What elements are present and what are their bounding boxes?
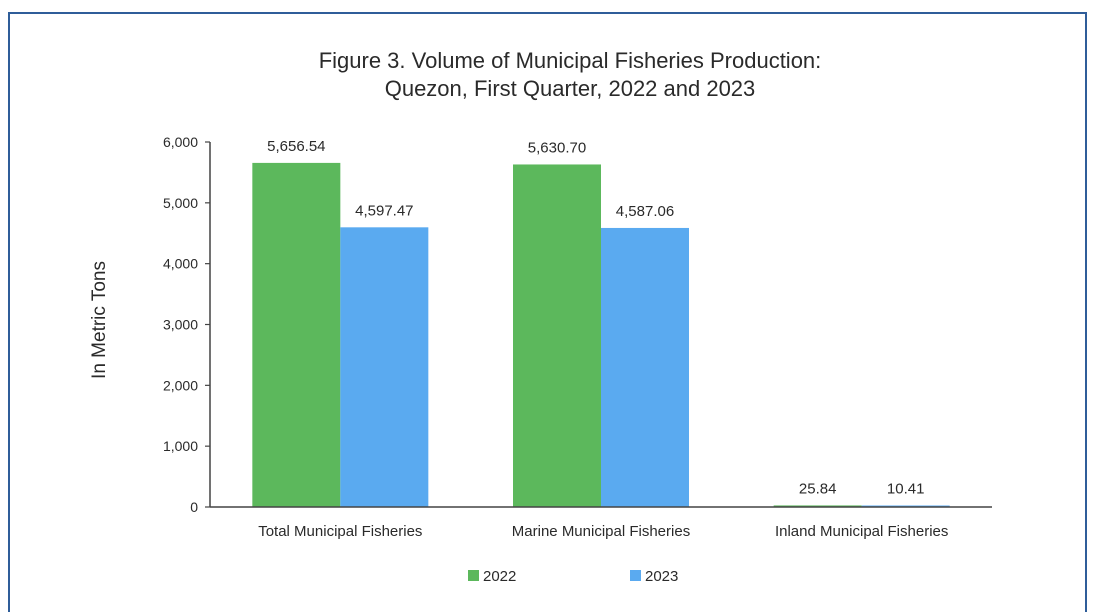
y-tick-label: 3,000 bbox=[163, 317, 198, 333]
y-tick-label: 1,000 bbox=[163, 438, 198, 454]
y-axis-label: In Metric Tons bbox=[89, 261, 110, 379]
bar-2023-0 bbox=[340, 227, 429, 508]
y-axis-ticks: 0 1,000 2,000 3,000 4,000 5,000 6,000 bbox=[163, 134, 210, 515]
legend-swatch bbox=[468, 570, 479, 581]
data-label: 10.41 bbox=[887, 481, 925, 498]
data-label: 5,630.70 bbox=[528, 139, 586, 156]
bar-2022-2 bbox=[773, 505, 862, 507]
bar-2022-1 bbox=[513, 164, 601, 507]
y-tick-label: 0 bbox=[190, 499, 198, 515]
legend-label: 2023 bbox=[645, 568, 678, 585]
y-tick-label: 5,000 bbox=[163, 195, 198, 211]
legend-label: 2022 bbox=[483, 568, 516, 585]
legend-swatch bbox=[630, 570, 641, 581]
y-tick-label: 6,000 bbox=[163, 134, 198, 150]
bar-chart: Figure 3. Volume of Municipal Fisheries … bbox=[89, 48, 992, 585]
x-category-label: Marine Municipal Fisheries bbox=[512, 523, 690, 540]
bar-2022-0 bbox=[252, 162, 341, 508]
x-category-label: Inland Municipal Fisheries bbox=[775, 523, 948, 540]
data-label: 5,656.54 bbox=[267, 138, 325, 155]
y-tick-label: 2,000 bbox=[163, 377, 198, 393]
bar-2023-1 bbox=[601, 227, 689, 507]
legend: 2022 2023 bbox=[468, 568, 678, 585]
data-label: 25.84 bbox=[799, 480, 837, 497]
x-axis-categories: Total Municipal Fisheries Marine Municipa… bbox=[258, 523, 948, 540]
data-labels: 5,656.54 4,597.47 5,630.70 4,587.06 25.84 10.… bbox=[267, 138, 924, 498]
y-tick-label: 4,000 bbox=[163, 256, 198, 272]
data-label: 4,587.06 bbox=[616, 203, 674, 220]
chart-title: Figure 3. Volume of Municipal Fisheries … bbox=[319, 48, 822, 73]
data-label: 4,597.47 bbox=[355, 202, 413, 219]
chart-frame: Figure 3. Volume of Municipal Fisheries … bbox=[8, 12, 1087, 612]
bars bbox=[252, 162, 950, 508]
x-category-label: Total Municipal Fisheries bbox=[258, 523, 422, 540]
chart-subtitle: Quezon, First Quarter, 2022 and 2023 bbox=[385, 76, 756, 101]
